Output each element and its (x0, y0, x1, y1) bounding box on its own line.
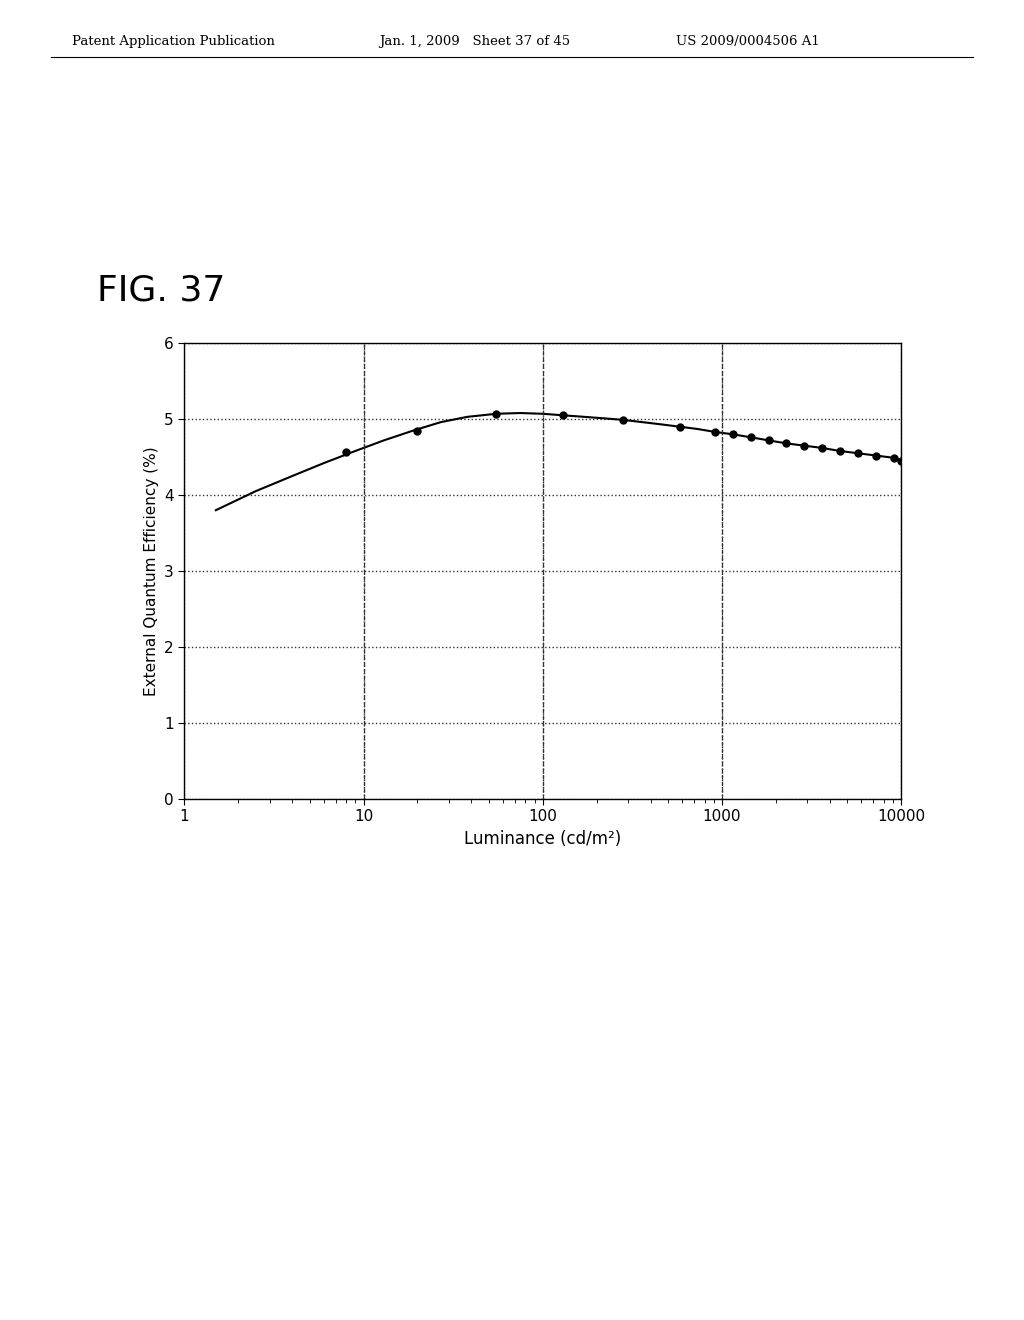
X-axis label: Luminance (cd/m²): Luminance (cd/m²) (464, 829, 622, 847)
Text: Patent Application Publication: Patent Application Publication (72, 34, 274, 48)
Y-axis label: External Quantum Efficiency (%): External Quantum Efficiency (%) (143, 446, 159, 696)
Text: FIG. 37: FIG. 37 (97, 275, 225, 308)
Text: Jan. 1, 2009   Sheet 37 of 45: Jan. 1, 2009 Sheet 37 of 45 (379, 34, 570, 48)
Text: US 2009/0004506 A1: US 2009/0004506 A1 (676, 34, 819, 48)
